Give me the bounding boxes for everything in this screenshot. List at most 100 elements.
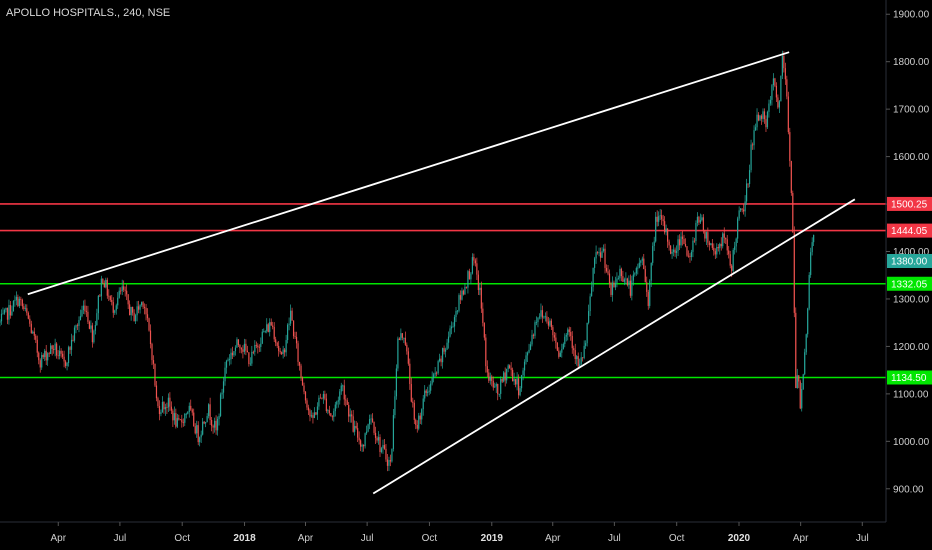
- price-candle-body: [748, 170, 751, 184]
- price-candle-body: [574, 350, 576, 360]
- price-candle-body: [413, 402, 415, 420]
- price-candle-body: [287, 324, 289, 341]
- price-candle-body: [166, 407, 168, 408]
- price-candle-body: [380, 448, 383, 452]
- price-candle-body: [705, 232, 707, 239]
- price-candle-body: [637, 267, 639, 269]
- price-candle-body: [778, 101, 780, 108]
- price-candle-body: [771, 85, 773, 100]
- price-candle-body: [811, 242, 813, 253]
- price-candle-body: [720, 243, 722, 247]
- price-tick-label: 1100.00: [893, 389, 929, 400]
- price-candle-body: [17, 296, 19, 307]
- price-candle-body: [534, 322, 536, 336]
- price-candle-body: [565, 334, 567, 337]
- price-candle-body: [6, 307, 9, 320]
- price-candle-body: [607, 271, 609, 274]
- price-candle-body: [295, 336, 298, 344]
- price-candle-body: [664, 221, 666, 233]
- price-candle-body: [692, 240, 694, 252]
- price-candle-body: [260, 343, 262, 347]
- price-candle-body: [734, 246, 736, 250]
- price-candle-body: [273, 326, 275, 340]
- price-candle-body: [213, 420, 216, 428]
- price-candle-body: [558, 350, 560, 357]
- price-candle-body: [684, 244, 687, 247]
- price-candle-body: [443, 348, 445, 352]
- price-candle-body: [343, 385, 345, 400]
- price-candle-body: [272, 325, 274, 327]
- price-candle-body: [312, 415, 314, 418]
- price-candle-body: [81, 310, 83, 317]
- price-candle-body: [117, 297, 119, 306]
- price-candle-body: [243, 343, 245, 352]
- price-candle-body: [593, 258, 596, 268]
- price-candle-body: [805, 334, 807, 353]
- price-candle-body: [409, 363, 411, 385]
- price-candle-body: [367, 424, 369, 432]
- price-candle-body: [628, 280, 630, 286]
- price-candle-body: [3, 309, 6, 314]
- price-candle-body: [96, 313, 98, 326]
- price-candle-body: [389, 460, 392, 462]
- price-candle-body: [358, 437, 360, 441]
- price-candle-body: [744, 201, 746, 212]
- price-candle-body: [127, 294, 129, 305]
- price-candle-body: [130, 306, 132, 316]
- price-candle-body: [686, 246, 688, 256]
- price-candle-body: [176, 418, 178, 427]
- price-candle-body: [658, 216, 660, 222]
- price-candle-body: [57, 355, 59, 357]
- price-candle-body: [792, 193, 794, 233]
- price-candle-body: [483, 322, 485, 338]
- price-candle-body: [659, 215, 661, 217]
- price-candle-body: [377, 437, 380, 441]
- price-candle-body: [495, 383, 497, 387]
- price-candle-body: [626, 278, 628, 286]
- price-candle-body: [743, 209, 745, 212]
- price-candle-body: [513, 379, 515, 382]
- price-candle-body: [562, 344, 564, 349]
- price-candle-body: [145, 307, 147, 315]
- price-candle-body: [735, 238, 737, 247]
- price-candle-body: [202, 421, 204, 435]
- price-candle-body: [313, 412, 316, 418]
- price-candle-body: [364, 433, 366, 447]
- price-candle-body: [470, 273, 472, 280]
- price-candle-body: [793, 232, 795, 313]
- price-tick-label: 1200.00: [893, 342, 930, 353]
- price-candle-body: [231, 352, 234, 356]
- price-candle-body: [801, 389, 803, 409]
- price-candle-body: [56, 343, 58, 356]
- price-candle-body: [216, 418, 219, 431]
- price-candle-body: [103, 283, 105, 288]
- price-candle-body: [102, 278, 104, 284]
- time-axis[interactable]: Apr Jul Oct 2018 Apr Jul Oct 2019 Apr Jul Oct 2020 A…: [0, 521, 886, 544]
- price-tick-label: 1000.00: [893, 437, 930, 448]
- price-candle-body: [523, 361, 526, 371]
- price-candle-body: [713, 247, 715, 252]
- price-candle-body: [351, 414, 353, 417]
- price-candle-body: [517, 378, 520, 396]
- price-candle-body: [39, 360, 41, 368]
- price-candle-body: [641, 258, 643, 261]
- price-candle-body: [486, 366, 488, 373]
- price-candle-body: [750, 144, 752, 171]
- price-candle-body: [516, 378, 518, 385]
- price-candle-body: [546, 316, 548, 322]
- price-candle-body: [315, 412, 317, 415]
- price-candle-body: [471, 257, 473, 274]
- price-candle-body: [44, 350, 46, 358]
- price-axis[interactable]: 900.00 1000.00 1100.00 1200.00 1300.00 1400.0…: [886, 10, 930, 496]
- price-candle-body: [264, 331, 266, 333]
- price-candle-body: [84, 305, 86, 312]
- price-candle-body: [23, 306, 25, 310]
- price-candle-body: [88, 321, 91, 329]
- price-candle-body: [711, 243, 713, 248]
- price-candle-body: [11, 311, 13, 316]
- price-candle-body: [324, 394, 326, 399]
- price-candle-body: [173, 413, 175, 421]
- price-candle-body: [613, 282, 615, 288]
- price-candle-body: [307, 407, 310, 411]
